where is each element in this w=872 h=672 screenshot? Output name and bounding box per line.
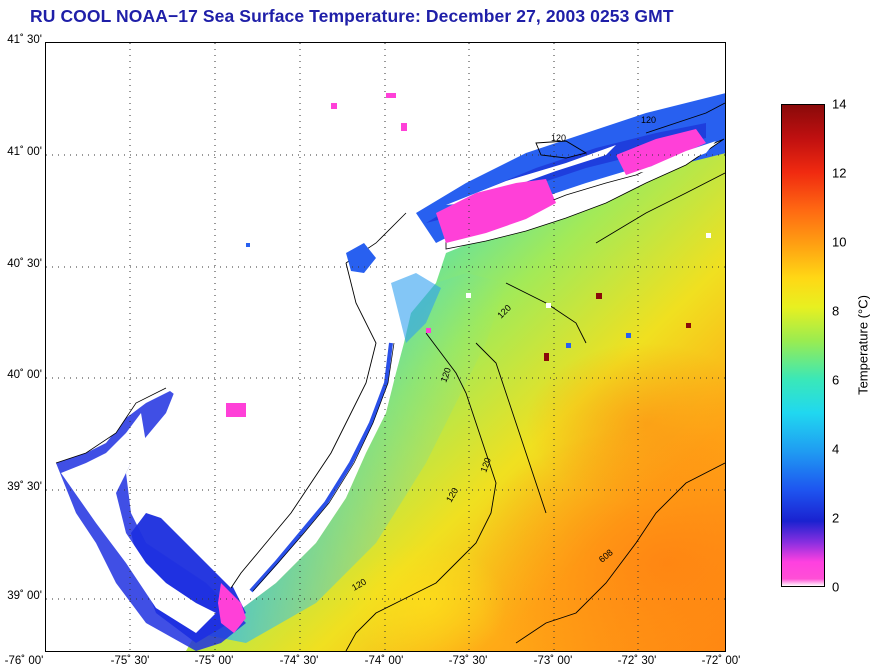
contour-label: 120 [551, 133, 566, 143]
bathymetry-contours [345, 102, 725, 651]
map-title: RU COOL NOAA−17 Sea Surface Temperature:… [30, 6, 674, 26]
lon-label: -74˚ 00' [364, 655, 404, 667]
lon-label: -74˚ 30' [279, 655, 319, 667]
lon-label: -73˚ 00' [533, 655, 573, 667]
contour-label: 120 [641, 115, 656, 125]
cloud-pixels [226, 93, 711, 417]
lon-label: -75˚ 30' [110, 655, 150, 667]
lat-label: 40˚ 00' [7, 369, 42, 381]
lon-label: -75˚ 00' [194, 655, 234, 667]
lon-label: -72˚ 30' [617, 655, 657, 667]
colorbar-tick: 2 [832, 510, 840, 526]
colorbar-tick: 8 [832, 303, 840, 319]
lon-label: -76˚ 00' [4, 655, 44, 667]
colorbar-tick: 12 [832, 165, 847, 181]
sst-map: 120 120 120 120 120 120 120 608 [45, 42, 726, 652]
contour-label: 120 [438, 366, 453, 384]
lon-label: -73˚ 30' [448, 655, 488, 667]
colorbar-tick: 4 [832, 441, 840, 457]
temperature-colorbar [781, 104, 825, 587]
colorbar-tick: 14 [832, 96, 847, 112]
colorbar-tick: 0 [832, 579, 840, 595]
contour-label: 120 [478, 456, 493, 474]
colorbar-tick: 10 [832, 234, 847, 250]
colorbar-label: Temperature (°C) [855, 295, 871, 395]
lat-label: 41˚ 00' [7, 146, 42, 158]
lat-label: 39˚ 00' [7, 590, 42, 602]
colorbar-tick: 6 [832, 372, 840, 388]
new-jersey [46, 43, 446, 588]
lon-label: -72˚ 00' [701, 655, 741, 667]
lat-label: 39˚ 30' [7, 481, 42, 493]
lat-label: 40˚ 30' [7, 258, 42, 270]
lat-label: 41˚ 30' [7, 34, 42, 46]
